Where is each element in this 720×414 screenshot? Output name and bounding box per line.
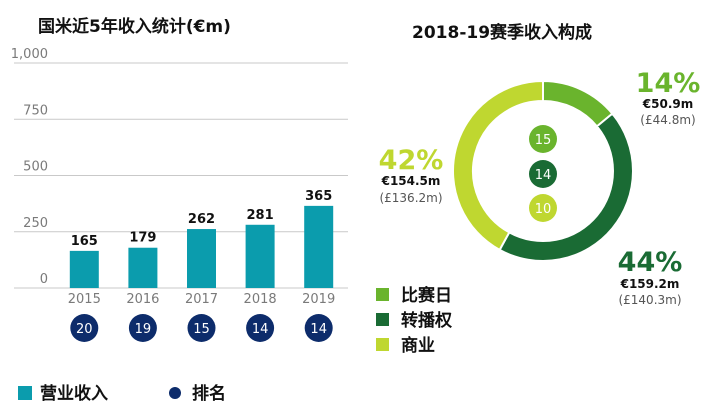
donut-slice: [498, 112, 634, 262]
commercial-eur-label: €154.5m: [381, 174, 441, 188]
bar-data-label: 165: [71, 234, 98, 249]
inner-rank-label: 15: [535, 133, 552, 148]
rank-circle: [70, 314, 99, 342]
donut-slices: [452, 79, 634, 262]
x-tick-label: 2016: [126, 292, 159, 307]
commercial-annotation: 42% €154.5m (£136.2m): [379, 145, 444, 205]
x-tick-label: 2018: [244, 292, 277, 307]
bar: [304, 205, 334, 288]
bar: [128, 247, 158, 288]
bar-chart-gridlines: [14, 62, 348, 289]
bar-chart-legend: 营业收入 排名: [18, 383, 226, 404]
y-tick-label: 250: [23, 216, 48, 231]
legend-matchday-label: 比赛日: [401, 285, 452, 306]
legend-commercial-label: 商业: [401, 335, 435, 356]
bar: [245, 224, 275, 288]
inner-rank-label: 14: [535, 168, 552, 183]
legend-rank-marker: [169, 387, 181, 399]
broadcasting-pct-label: 44%: [618, 247, 683, 278]
y-tick-label: 0: [40, 272, 48, 287]
legend-broadcasting-swatch: [376, 313, 389, 326]
matchday-pct-label: 14%: [636, 68, 701, 99]
x-tick-label: 2019: [302, 292, 335, 307]
rank-circle: [246, 314, 275, 342]
inner-rank-circle: [529, 160, 557, 188]
y-tick-label: 1,000: [11, 47, 48, 62]
bar: [187, 229, 216, 288]
broadcasting-eur-label: €159.2m: [620, 277, 680, 291]
bar-chart-x-axis: 2015 2016 2017 2018 2019: [68, 292, 335, 307]
rank-circle: [304, 314, 333, 342]
rank-circle: [128, 314, 157, 342]
y-tick-label: 750: [23, 103, 48, 118]
bar-chart-y-axis: 0 250 500 750 1,000: [11, 47, 48, 287]
commercial-pct-label: 42%: [379, 145, 444, 176]
bar-chart-ranks: 20 19 15 14 14: [70, 314, 333, 342]
commercial-gbp-label: (£136.2m): [379, 191, 442, 205]
legend-broadcasting-label: 转播权: [401, 310, 453, 331]
bar-data-label: 281: [247, 208, 274, 223]
legend-rank-label: 排名: [192, 383, 226, 404]
matchday-annotation: 14% €50.9m (£44.8m): [636, 68, 701, 127]
legend-commercial-swatch: [376, 338, 389, 351]
x-tick-label: 2017: [185, 292, 218, 307]
rank-label: 15: [193, 322, 210, 337]
bar: [69, 250, 99, 288]
donut-legend: 比赛日 转播权 商业: [376, 285, 453, 356]
legend-revenue-swatch: [18, 386, 32, 400]
inner-rank-label: 10: [535, 202, 552, 217]
inner-rank-circle: [529, 125, 557, 153]
donut-chart-title: 2018-19赛季收入构成: [412, 22, 592, 43]
bar-chart-data-labels: 165 179 262 281 365: [71, 189, 333, 249]
rank-label: 20: [76, 322, 93, 337]
rank-label: 14: [252, 322, 269, 337]
matchday-gbp-label: (£44.8m): [640, 113, 695, 127]
bar-data-label: 262: [188, 212, 215, 227]
x-tick-label: 2015: [68, 292, 101, 307]
bar-chart-title: 国米近5年收入统计(€m): [38, 16, 231, 37]
y-tick-label: 500: [23, 160, 48, 175]
bar-chart-bars: [69, 205, 334, 288]
inner-rank-circle: [529, 194, 557, 222]
rank-label: 14: [310, 322, 327, 337]
bar-data-label: 179: [129, 231, 156, 246]
rank-label: 19: [135, 322, 152, 337]
rank-circle: [187, 314, 216, 342]
donut-chart: 2018-19赛季收入构成 15 14 10 14% €50.9m (£44.8m)…: [376, 22, 700, 356]
donut-slice: [542, 79, 614, 128]
donut-rank-circles: 15 14 10: [529, 125, 557, 222]
donut-slice: [452, 79, 544, 252]
legend-revenue-label: 营业收入: [40, 383, 108, 404]
bar-chart: 国米近5年收入统计(€m) 0 250 500 750 1,000 165 179 262 2…: [11, 16, 348, 342]
matchday-eur-label: €50.9m: [642, 97, 693, 111]
broadcasting-gbp-label: (£140.3m): [618, 293, 681, 307]
broadcasting-annotation: 44% €159.2m (£140.3m): [618, 247, 683, 307]
bar-data-label: 365: [305, 189, 332, 204]
legend-matchday-swatch: [376, 288, 389, 301]
